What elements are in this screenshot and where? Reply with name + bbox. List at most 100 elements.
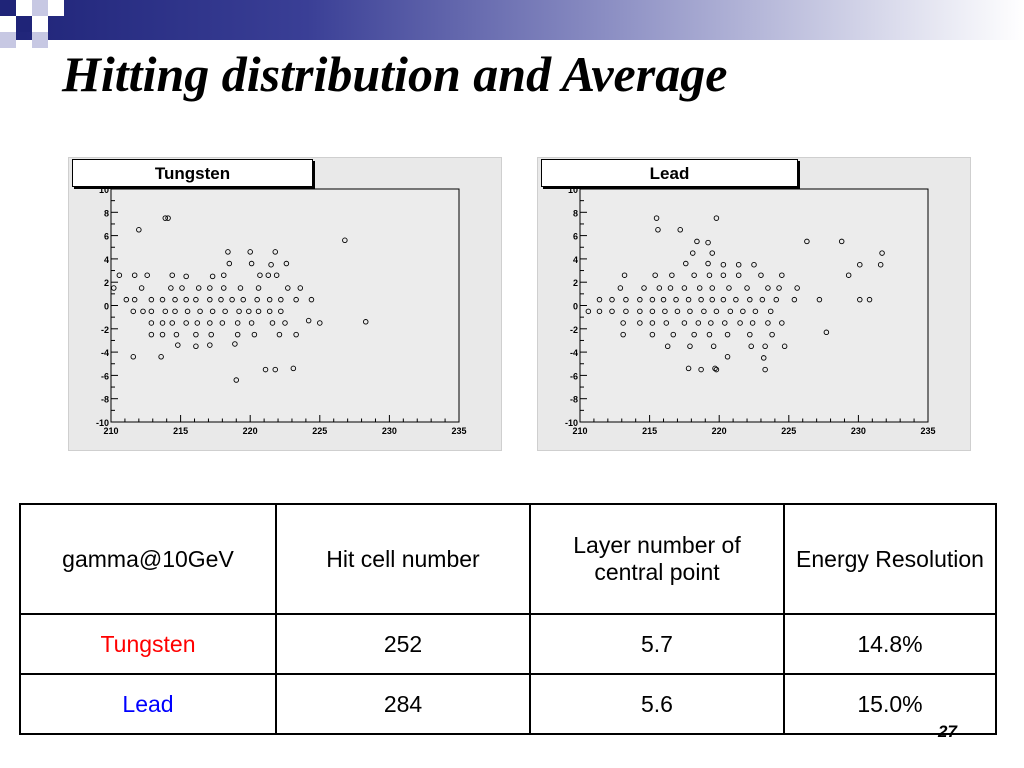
data-point [726, 285, 732, 291]
y-tick-label: -6 [570, 371, 578, 381]
data-point [247, 249, 253, 255]
data-point [877, 261, 884, 268]
data-point [762, 366, 768, 373]
data-point [769, 331, 775, 338]
data-point [254, 296, 260, 303]
data-point [162, 308, 169, 315]
data-point [219, 320, 226, 326]
data-point [691, 272, 697, 278]
lead-plot-title: Lead [541, 159, 798, 187]
x-tick-label: 220 [243, 426, 258, 436]
deco-square [0, 16, 16, 32]
table-header-cell: Energy Resolution [783, 503, 997, 615]
data-point [148, 320, 155, 326]
data-point [130, 308, 137, 315]
table-header-cell: Hit cell number [275, 503, 531, 615]
results-table: gamma@10GeV Hit cell number Layer number… [19, 503, 997, 735]
data-point [131, 272, 138, 278]
data-point [781, 343, 788, 350]
data-point [609, 308, 615, 315]
deco-square [0, 0, 16, 16]
data-point [293, 331, 299, 338]
y-tick-label: 8 [104, 208, 109, 218]
data-point [255, 308, 262, 315]
y-tick-label: 8 [573, 208, 578, 218]
deco-square [0, 32, 16, 48]
data-point [720, 261, 727, 268]
y-tick-label: 4 [573, 255, 578, 265]
plot-area [110, 188, 460, 423]
table-cell: 15.0% [783, 673, 997, 735]
data-point [111, 285, 117, 291]
data-point [193, 343, 199, 350]
deco-square [16, 0, 32, 16]
data-point [708, 320, 714, 326]
title-bar-gradient [0, 0, 1024, 40]
plot-area [579, 188, 929, 423]
deco-square [32, 0, 48, 16]
data-point [221, 272, 227, 278]
data-point [225, 249, 231, 255]
data-point [713, 366, 720, 373]
data-point [705, 260, 711, 267]
data-point [158, 354, 164, 360]
data-point [159, 331, 166, 338]
data-point [208, 331, 214, 338]
data-point [175, 342, 181, 348]
data-point [660, 296, 667, 303]
data-point [116, 272, 123, 278]
data-point [694, 238, 700, 245]
data-point [617, 285, 624, 291]
data-point [710, 343, 717, 350]
data-point [641, 285, 647, 291]
data-point [662, 308, 668, 315]
data-point [724, 331, 731, 338]
lead-plot-panel: 10 8 6 4 2 0 -2 -4 -6 -8 -10 210 215 220 225 230 235 Lea… [537, 157, 971, 451]
data-point [293, 296, 299, 303]
data-point [637, 296, 643, 303]
data-point [165, 215, 171, 221]
slide-number: 27 [938, 722, 957, 741]
data-point [234, 331, 241, 338]
data-point [232, 341, 238, 347]
data-point [168, 285, 174, 291]
data-point [169, 272, 175, 278]
data-point [724, 354, 731, 360]
data-point [209, 308, 216, 315]
data-point [685, 296, 692, 303]
data-point [653, 215, 660, 221]
data-point [705, 239, 711, 246]
data-point [687, 343, 693, 350]
data-point [193, 296, 199, 303]
y-tick-label: 2 [573, 278, 578, 288]
data-point [779, 272, 785, 278]
data-point [744, 285, 750, 291]
table-header-row: gamma@10GeV Hit cell number Layer number… [19, 503, 997, 615]
data-point [701, 308, 707, 315]
data-point [751, 261, 757, 268]
data-point [655, 227, 661, 233]
data-point [779, 320, 785, 326]
data-point [857, 296, 863, 303]
deco-square [16, 16, 32, 32]
data-point [747, 296, 753, 303]
y-tick-label: -10 [565, 418, 578, 428]
data-point [207, 285, 213, 291]
data-point [706, 272, 713, 278]
y-tick-label: 2 [104, 278, 109, 288]
data-point [765, 320, 771, 326]
x-tick-label: 225 [781, 426, 796, 436]
data-point [183, 273, 189, 280]
data-point [140, 308, 146, 315]
data-point [845, 272, 852, 278]
data-point [706, 331, 713, 338]
data-point [663, 320, 670, 326]
x-tick-label: 230 [851, 426, 866, 436]
data-point [246, 308, 252, 315]
data-point [637, 320, 643, 326]
data-point [207, 320, 213, 326]
data-point [748, 343, 754, 350]
data-point [236, 308, 242, 315]
table-row: Tungsten 252 5.7 14.8% [19, 613, 997, 675]
